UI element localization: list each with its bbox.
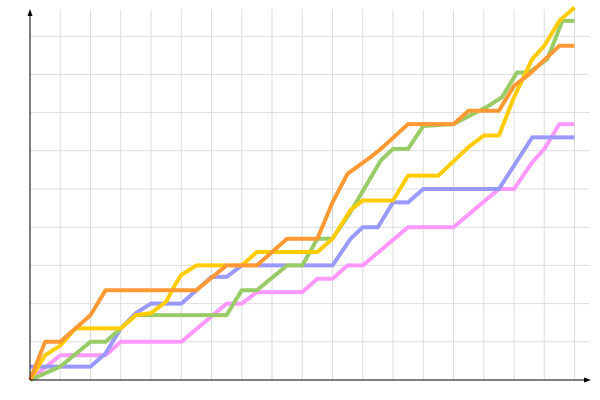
y-axis-arrow-icon: [27, 9, 33, 16]
x-axis-arrow-icon: [584, 377, 591, 383]
series-line-4: [28, 6, 576, 382]
series-lines: [28, 6, 576, 382]
axes: [27, 9, 591, 383]
series-line-5: [28, 43, 575, 381]
series-line-1: [28, 122, 575, 382]
grid: [30, 9, 590, 380]
